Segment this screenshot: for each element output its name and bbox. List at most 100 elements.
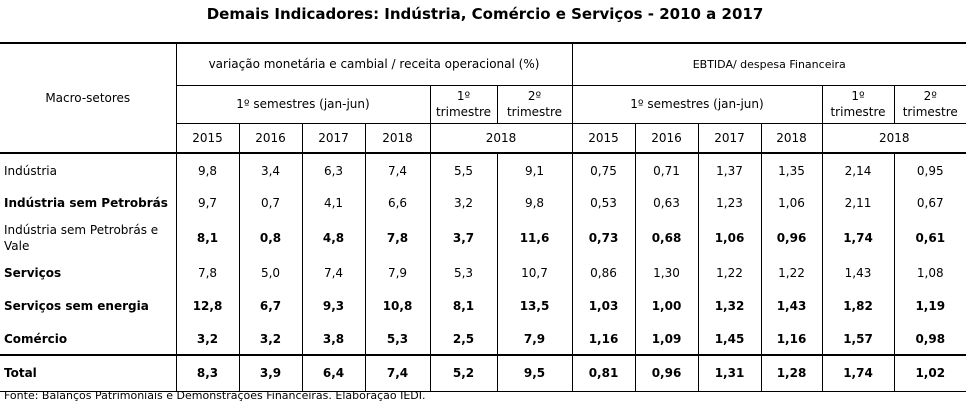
table-cell: 3,2	[175, 323, 239, 356]
table-cell: 1,28	[760, 355, 822, 392]
table-row: Serviços sem energia 12,8 6,7 9,3 10,8 8,1 13,…	[0, 289, 967, 323]
table-cell: 0,8	[238, 219, 302, 257]
table-cell: 0,81	[571, 355, 635, 392]
table-cell: 10,7	[496, 257, 572, 289]
year-header-2018: 2018	[821, 123, 967, 154]
table-cell: 8,1	[429, 289, 497, 323]
q2-word: trimestre	[506, 105, 563, 119]
table-cell: 1,74	[821, 355, 894, 392]
q2-word: trimestre	[902, 105, 958, 119]
table-cell: 3,8	[301, 323, 365, 356]
row-label: Indústria sem Petrobrás	[4, 196, 168, 210]
table-cell: 1,16	[571, 323, 635, 356]
table-row: Indústria sem Petrobrás 9,7 0,7 4,1 6,6 3,2 9,…	[0, 187, 967, 219]
table-cell: 2,11	[821, 187, 894, 219]
table-cell: 1,03	[571, 289, 635, 323]
table-cell: 1,06	[697, 219, 761, 257]
table-cell: 1,00	[634, 289, 698, 323]
table-cell: 1,30	[634, 257, 698, 289]
table-cell: 0,63	[634, 187, 698, 219]
q1-word: trimestre	[435, 105, 492, 119]
table-cell: 5,5	[429, 153, 497, 187]
table-cell: 1,43	[760, 289, 822, 323]
table-cell: 0,71	[634, 153, 698, 187]
table-cell: 1,06	[760, 187, 822, 219]
row-label: Total	[0, 355, 176, 392]
table-cell: 7,9	[364, 257, 430, 289]
table-body: Indústria 9,8 3,4 6,3 7,4 5,5 9,1 0,75 0,71 1,37 1…	[0, 153, 967, 392]
table-cell: 1,43	[821, 257, 894, 289]
table-cell: 1,57	[821, 323, 894, 356]
table-cell: 1,02	[893, 355, 967, 392]
table-cell: 7,9	[496, 323, 572, 356]
table-cell: 2,5	[429, 323, 497, 356]
table-cell: 6,3	[301, 153, 365, 187]
row-label: Indústria	[4, 163, 57, 178]
row-label: Comércio	[0, 323, 176, 356]
table-cell: 1,82	[821, 289, 894, 323]
q1-word: trimestre	[830, 105, 886, 119]
table-cell: 9,8	[496, 187, 572, 219]
q1-num: 1º	[456, 89, 471, 103]
source-note: Fonte: Balanços Patrimoniais e Demonstra…	[4, 389, 426, 402]
table-cell: 9,8	[175, 153, 239, 187]
table-row: Comércio 3,2 3,2 3,8 5,3 2,5 7,9 1,16 1,09 1,45 1,…	[0, 323, 967, 356]
row-label: Serviços sem energia	[4, 299, 149, 313]
table-cell: 1,22	[697, 257, 761, 289]
semestres-header-left: 1º semestres (jan-jun)	[175, 85, 430, 124]
table-cell: 7,4	[301, 257, 365, 289]
table-cell: 4,1	[301, 187, 365, 219]
table-cell: 5,2	[429, 355, 497, 392]
table-cell: 0,53	[571, 187, 635, 219]
table-cell: 0,7	[238, 187, 302, 219]
table-cell: 7,8	[364, 219, 430, 257]
table-cell: 0,68	[634, 219, 698, 257]
table-row: Total 8,3 3,9 6,4 7,4 5,2 9,5 0,81 0,96 1,31 1,28 1…	[0, 355, 967, 392]
table-cell: 0,95	[893, 153, 967, 187]
table-cell: 0,96	[760, 219, 822, 257]
row-label: Indústria sem Petrobrás e Vale	[4, 223, 159, 253]
table-cell: 1,19	[893, 289, 967, 323]
q2-num: 2º	[923, 89, 937, 103]
table-cell: 0,96	[634, 355, 698, 392]
table-cell: 1,22	[760, 257, 822, 289]
row-label: Serviços	[4, 266, 62, 280]
group-header-ebtida-label: EBTIDA/ despesa Financeira	[692, 58, 846, 72]
table-cell: 5,3	[429, 257, 497, 289]
table-cell: 9,3	[301, 289, 365, 323]
table-row: Indústria 9,8 3,4 6,3 7,4 5,5 9,1 0,75 0,71 1,37 1…	[0, 153, 967, 187]
table-cell: 4,8	[301, 219, 365, 257]
year-header-2018: 2018	[429, 123, 572, 154]
table-row: Indústria sem Petrobrás e Vale 8,1 0,8 4,8 7…	[0, 219, 967, 257]
year-header: 2015	[571, 123, 635, 154]
table-cell: 0,75	[571, 153, 635, 187]
table-cell: 1,16	[760, 323, 822, 356]
table-cell: 3,7	[429, 219, 497, 257]
table-cell: 3,4	[238, 153, 302, 187]
table-cell: 3,2	[238, 323, 302, 356]
table-cell: 8,3	[175, 355, 239, 392]
table-cell: 1,35	[760, 153, 822, 187]
table-cell: 7,4	[364, 153, 430, 187]
table-cell: 1,45	[697, 323, 761, 356]
table-cell: 0,98	[893, 323, 967, 356]
table-cell: 11,6	[496, 219, 572, 257]
q2-header-right: 2º trimestre	[893, 85, 967, 124]
table-cell: 8,1	[175, 219, 239, 257]
table-cell: 0,86	[571, 257, 635, 289]
header-row-groups: Macro-setores variação monetária e cambi…	[0, 42, 967, 154]
year-header: 2015	[175, 123, 239, 154]
indicators-table: Macro-setores variação monetária e cambi…	[0, 42, 967, 392]
q1-num: 1º	[851, 89, 865, 103]
q1-header-right: 1º trimestre	[821, 85, 894, 124]
table-row: Serviços 7,8 5,0 7,4 7,9 5,3 10,7 0,86 1,30 1,22 1…	[0, 257, 967, 289]
header-row-periods: 1º semestres (jan-jun) 1º trimestre 2º tri…	[0, 85, 967, 124]
table-cell: 1,32	[697, 289, 761, 323]
table-cell: 9,7	[175, 187, 239, 219]
table-cell: 6,7	[238, 289, 302, 323]
year-header: 2016	[238, 123, 302, 154]
year-header: 2018	[364, 123, 430, 154]
table-cell: 0,73	[571, 219, 635, 257]
table-cell: 1,31	[697, 355, 761, 392]
table-cell: 7,4	[364, 355, 430, 392]
